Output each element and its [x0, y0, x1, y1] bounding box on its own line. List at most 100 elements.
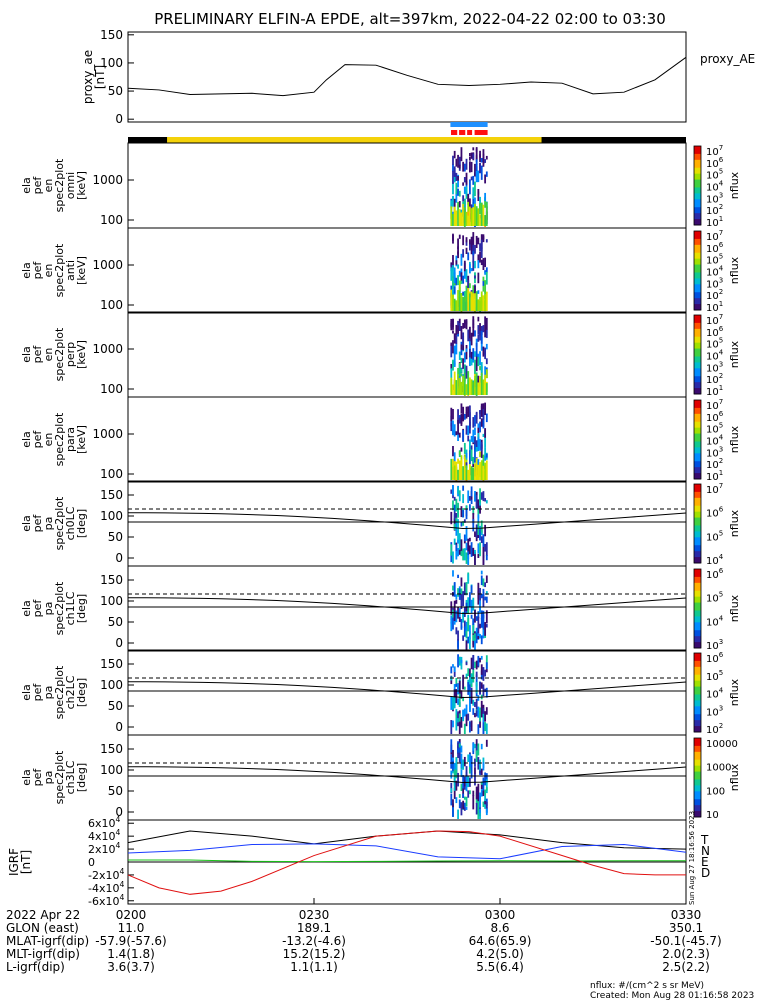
colorbar-segment — [694, 175, 701, 179]
spectrogram-pixel — [474, 415, 476, 427]
colorbar-segment — [694, 503, 701, 507]
spectrogram-pixel — [470, 176, 473, 181]
spectrogram-pixel — [462, 494, 465, 504]
spectrogram-pixel — [465, 627, 468, 639]
spectrogram-pixel — [462, 611, 465, 623]
spectrogram-pixel — [480, 247, 483, 259]
spectrogram-pixel — [452, 340, 454, 354]
spectrogram-pixel — [477, 801, 480, 812]
spectrogram-ylabel: en — [42, 348, 55, 362]
spectrogram-pixel — [467, 201, 470, 215]
colorbar-segment — [694, 805, 701, 808]
spectrogram-pixel — [467, 668, 470, 677]
xaxis-value: 2.0(2.3) — [662, 947, 710, 961]
spectrogram-pixel — [477, 316, 480, 322]
spectrogram-pixel — [475, 148, 478, 160]
colorbar-segment — [694, 728, 701, 731]
spectrogram-pixel — [485, 367, 488, 371]
colorbar-segment — [694, 370, 701, 373]
spectrogram-pixel — [458, 536, 461, 551]
spectrogram-pixel — [472, 382, 475, 395]
spectrogram-pixel — [485, 662, 488, 670]
spectrogram-pixel — [467, 713, 470, 721]
spectrogram-pixel — [482, 295, 485, 311]
colorbar-segment — [694, 803, 701, 806]
colorbar-segment — [694, 199, 701, 202]
colorbar-tick-label: 105 — [706, 422, 723, 436]
colorbar-segment — [694, 769, 701, 773]
spectrogram-pixel — [460, 414, 463, 420]
xaxis-value: 8.6 — [490, 921, 509, 935]
spectrogram-pixel — [467, 597, 470, 609]
colorbar-tick-label: 10000 — [706, 739, 738, 750]
spectrogram-pixel — [450, 782, 453, 793]
colorbar-segment — [694, 173, 701, 177]
spectrogram-pixel — [463, 372, 466, 395]
spectrogram-pixel — [474, 163, 476, 177]
colorbar-segment — [694, 354, 701, 357]
spectrogram-ylabel: ela — [20, 600, 33, 617]
colorbar-segment — [694, 292, 701, 295]
spectrogram-pixel — [467, 538, 470, 552]
science-zone-bar-red — [474, 130, 488, 135]
colorbar-segment — [694, 290, 701, 293]
spectrogram-pixel — [480, 594, 483, 599]
spectrogram-pixel — [477, 706, 480, 718]
spectrogram-pixel — [484, 366, 487, 381]
xaxis-row-label: L-igrf(dip) — [6, 960, 65, 974]
spectrogram-pixel — [460, 769, 463, 778]
xaxis-value: 1.4(1.8) — [107, 947, 155, 961]
spectrogram-pixel — [472, 456, 475, 465]
colorbar-segment — [694, 390, 701, 393]
spectrogram-pixel — [474, 436, 476, 450]
spectrogram-pixel — [452, 500, 454, 511]
spectrogram-pixel — [462, 291, 465, 296]
colorbar-segment — [694, 572, 701, 576]
spectrogram-pixel — [477, 260, 480, 269]
spectrogram-pixel — [472, 175, 475, 185]
spectrogram-ytick-label: 50 — [108, 784, 123, 798]
spectrogram-pixel — [450, 422, 453, 432]
colorbar-segment — [694, 231, 701, 234]
spectrogram-pixel — [470, 614, 473, 619]
colorbar-segment — [694, 509, 701, 513]
spectrogram-pixel — [455, 758, 458, 770]
colorbar-title: nflux — [728, 256, 741, 284]
spectrogram-pixel — [482, 578, 485, 587]
colorbar-segment — [694, 161, 701, 165]
colorbar-segment — [694, 604, 701, 608]
colorbar-segment — [694, 741, 701, 745]
spectrogram-pixel — [470, 351, 473, 359]
spectrogram-pixel — [484, 294, 487, 311]
spectrogram-pixel — [465, 320, 468, 330]
colorbar-segment — [694, 453, 701, 456]
colorbar-segment — [694, 716, 701, 719]
spectrogram-pixel — [452, 570, 454, 577]
colorbar-segment — [694, 147, 701, 151]
spectrogram-pixel — [480, 575, 483, 586]
spectrogram-pixel — [457, 530, 459, 543]
colorbar-segment — [694, 765, 701, 769]
colorbar-segment — [694, 793, 701, 796]
colorbar-segment — [694, 612, 701, 615]
spectrogram-pixel — [467, 432, 470, 436]
spectrogram-pixel — [484, 455, 487, 461]
spectrogram-pixel — [452, 757, 454, 761]
spectrogram-pixel — [455, 192, 458, 203]
spectrogram-pixel — [462, 322, 465, 329]
colorbar-segment — [694, 660, 701, 664]
colorbar-segment — [694, 763, 701, 767]
colorbar-segment — [694, 553, 701, 556]
ephemeris-bar-yellow — [167, 137, 542, 143]
spectrogram-pixel — [450, 720, 453, 734]
spectrogram-pixel — [453, 166, 456, 177]
spectrogram-pixel — [472, 668, 475, 683]
spectrogram-pixel — [469, 326, 471, 342]
spectrogram-pixel — [457, 718, 459, 723]
spectrogram-pixel — [469, 239, 471, 245]
spectrogram-pixel — [455, 498, 458, 512]
spectrogram-ylabel: ch1LC — [64, 591, 77, 625]
spectrogram-ylabel: [deg] — [75, 678, 88, 707]
colorbar-segment — [694, 146, 701, 149]
spectrogram-pixel — [480, 670, 483, 680]
